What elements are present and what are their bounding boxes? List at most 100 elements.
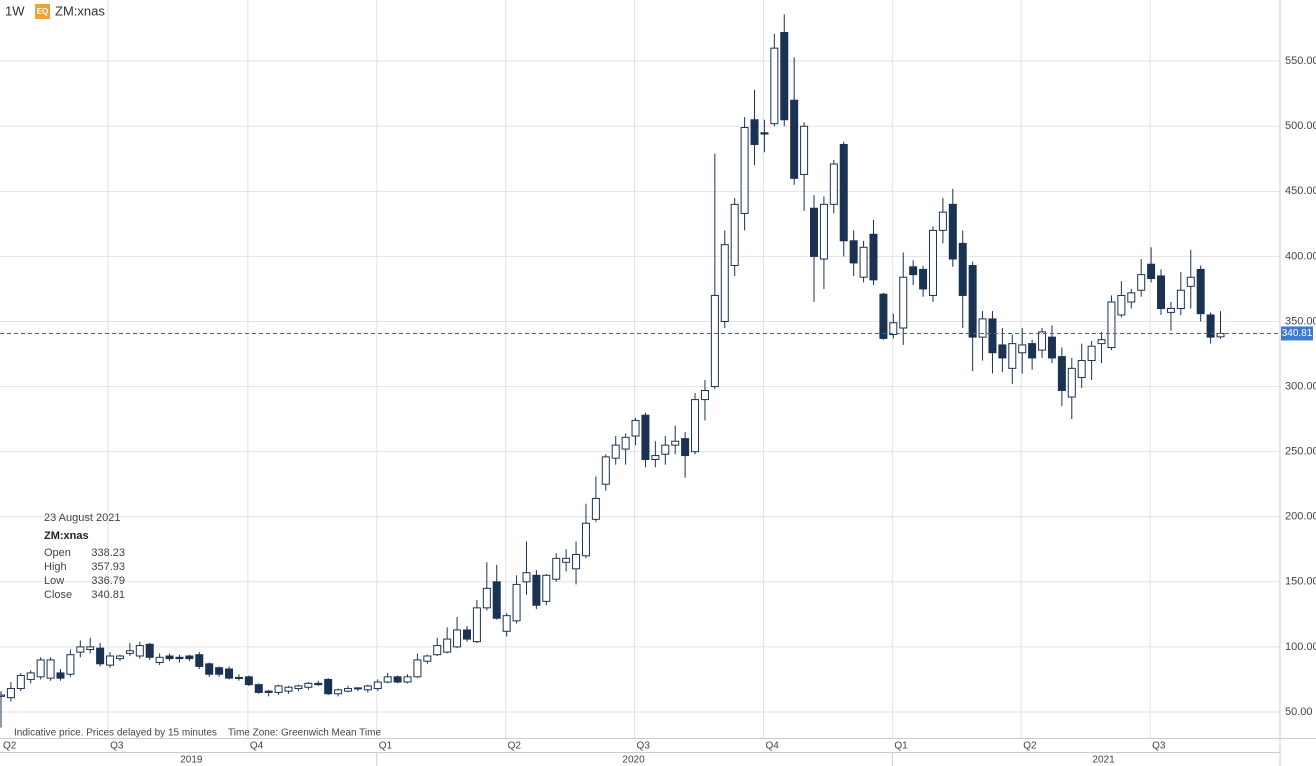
- candle-body: [443, 638, 452, 653]
- candle-body: [1147, 263, 1156, 280]
- candle-body: [988, 318, 997, 354]
- candle-body: [581, 522, 590, 557]
- candle-body: [244, 676, 253, 686]
- candle-body: [631, 419, 640, 437]
- info-value: 357.93: [91, 561, 125, 573]
- candle-body: [780, 32, 789, 121]
- x-tick-label: Q4: [250, 741, 264, 752]
- info-value: 336.79: [91, 575, 125, 587]
- candle-body: [1107, 301, 1116, 349]
- candle-body: [46, 659, 55, 679]
- candle-body: [750, 119, 759, 145]
- candle-body: [819, 203, 828, 260]
- candle-body: [710, 294, 719, 388]
- candle-body: [651, 455, 660, 460]
- y-tick-label: 100.00: [1285, 641, 1316, 653]
- candle-body: [26, 672, 35, 680]
- x-tick-label: Q2: [1023, 741, 1037, 752]
- candle-body: [998, 344, 1007, 359]
- grid: [0, 0, 1280, 738]
- candle-body: [1028, 343, 1037, 359]
- candle-body: [482, 587, 491, 609]
- candle-body: [601, 456, 610, 485]
- candle-body: [522, 572, 531, 583]
- candle-body: [324, 678, 333, 695]
- candle-body: [6, 688, 15, 699]
- candle-body: [532, 574, 541, 606]
- candle-body: [909, 266, 918, 276]
- candle-body: [492, 581, 501, 619]
- x-tick-label: Q3: [110, 741, 124, 752]
- candle-body: [16, 675, 25, 690]
- candle-body: [889, 322, 898, 336]
- candle-body: [591, 498, 600, 520]
- candle-body: [611, 444, 620, 459]
- info-label: Low: [44, 575, 64, 587]
- candle-body: [1018, 344, 1027, 354]
- candle-body: [720, 244, 729, 322]
- candle-body: [106, 655, 115, 666]
- candle-body: [363, 685, 372, 691]
- candle-body: [1206, 314, 1215, 338]
- footer-timezone: Time Zone: Greenwich Mean Time: [228, 728, 381, 739]
- candle-body: [1127, 292, 1136, 303]
- candle-body: [1067, 367, 1076, 398]
- candle-body: [968, 265, 977, 338]
- candle-body: [1087, 345, 1096, 362]
- candle-body: [453, 629, 462, 648]
- candle-body: [542, 574, 551, 602]
- candle-body: [304, 682, 313, 688]
- y-tick-label: 450.00: [1285, 185, 1316, 197]
- footer-note: Indicative price. Prices delayed by 15 m…: [14, 728, 217, 739]
- candle-body: [76, 646, 85, 653]
- y-tick-label: 400.00: [1285, 250, 1316, 262]
- candle-body: [1077, 360, 1086, 378]
- candle-body: [829, 163, 838, 205]
- candle-body: [790, 99, 799, 179]
- candle-body: [928, 229, 937, 296]
- candle-body: [413, 659, 422, 678]
- last-price-label: 340.81: [1282, 328, 1313, 339]
- candle-body: [552, 557, 561, 580]
- candle-body: [115, 655, 124, 660]
- candle-body: [344, 688, 353, 692]
- x-tick-label: Q2: [3, 741, 17, 752]
- last-price-box: [1281, 326, 1313, 341]
- info-label: High: [44, 561, 67, 573]
- symbol: ZM:xnas: [55, 3, 105, 18]
- candle-body: [958, 242, 967, 296]
- info-label: Close: [44, 589, 72, 601]
- y-tick-label: 250.00: [1285, 446, 1316, 458]
- candle-body: [671, 440, 680, 446]
- candle-body: [641, 414, 650, 460]
- candle-body: [681, 438, 690, 457]
- candle-body: [234, 676, 243, 679]
- candle-body: [215, 667, 224, 675]
- candles: [0, 14, 1225, 728]
- candle-body: [572, 553, 581, 570]
- candle-body: [264, 690, 273, 693]
- candle-body: [1216, 332, 1225, 338]
- candle-body: [770, 47, 779, 125]
- y-tick-label: 200.00: [1285, 511, 1316, 523]
- info-value: 340.81: [91, 589, 125, 601]
- candle-body: [1097, 339, 1106, 345]
- candle-body: [294, 685, 303, 690]
- year-label: 2021: [1092, 755, 1115, 766]
- y-tick-label: 150.00: [1285, 576, 1316, 588]
- candle-body: [353, 687, 362, 690]
- x-tick-label: Q1: [894, 741, 908, 752]
- candle-body: [1166, 307, 1175, 313]
- candle-body: [383, 676, 392, 683]
- candle-body: [96, 647, 105, 665]
- candle-body: [948, 203, 957, 260]
- candle-body: [938, 211, 947, 231]
- candle-body: [839, 143, 848, 242]
- x-tick-label: Q3: [1152, 741, 1166, 752]
- candle-body: [225, 668, 234, 679]
- candle-body: [0, 694, 5, 697]
- candle-body: [195, 654, 204, 667]
- x-tick-label: Q2: [508, 741, 522, 752]
- candle-body: [730, 203, 739, 267]
- candle-body: [462, 629, 471, 640]
